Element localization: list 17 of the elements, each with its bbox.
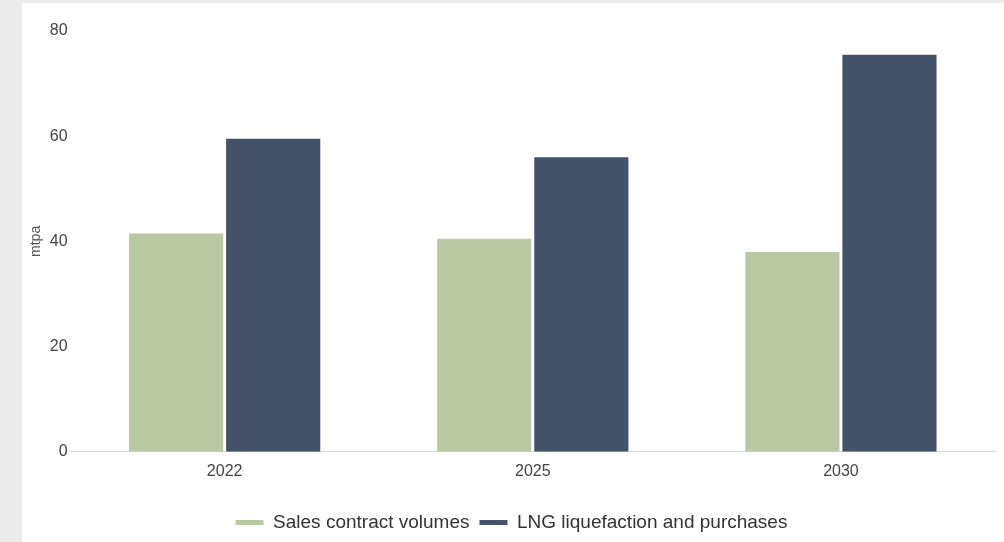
- y-axis-title: mtpa: [27, 225, 44, 257]
- x-tick-label: 2022: [206, 461, 243, 479]
- x-tick-label: 2025: [515, 461, 551, 479]
- y-tick-label: 40: [49, 231, 68, 249]
- y-tick-label: 0: [58, 442, 68, 460]
- bar: [745, 251, 840, 452]
- bar: [842, 54, 937, 452]
- y-tick-label: 20: [49, 337, 68, 355]
- legend-label: Sales contract volumes: [273, 510, 470, 532]
- y-tick-label: 60: [49, 126, 68, 144]
- x-tick-label: 2030: [823, 461, 859, 479]
- bar: [226, 138, 321, 452]
- y-tick-label: 80: [49, 21, 68, 39]
- legend-label: LNG liquefaction and purchases: [517, 510, 788, 532]
- bar: [129, 233, 224, 452]
- bar: [437, 238, 532, 452]
- bar: [534, 157, 629, 452]
